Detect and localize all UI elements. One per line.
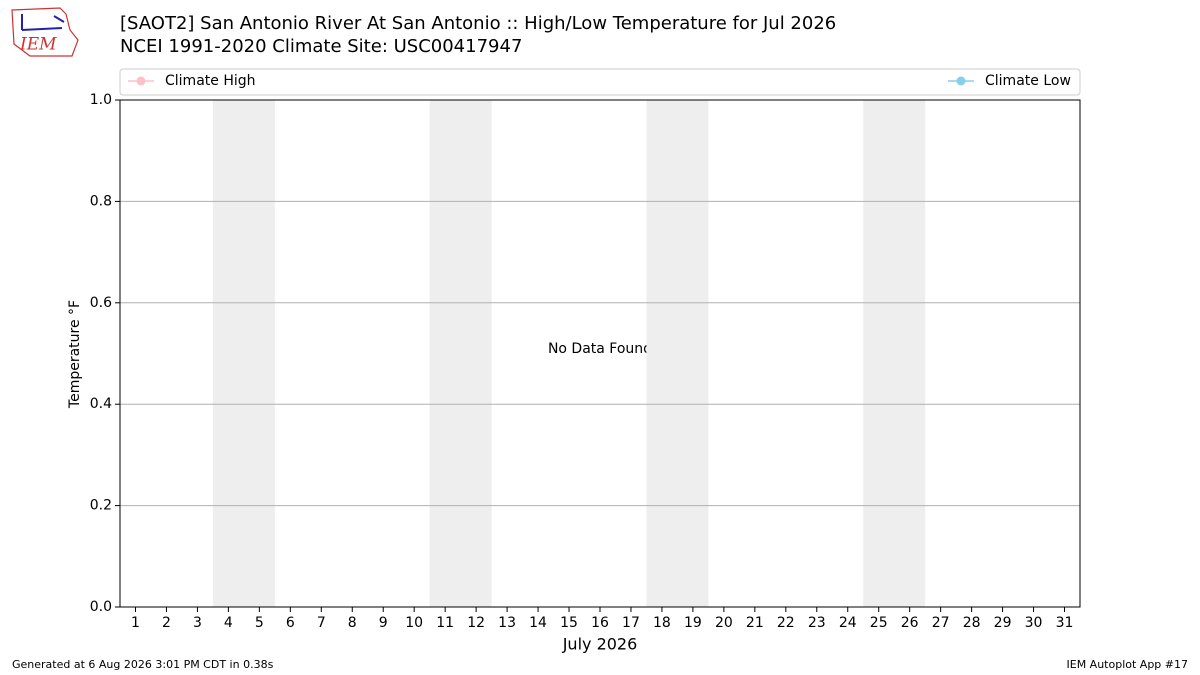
logo: IEM (11, 7, 79, 57)
x-tick-label: 9 (379, 615, 388, 631)
x-tick-label: 2 (162, 615, 171, 631)
legend-label: Climate High (165, 73, 256, 89)
x-tick-label: 31 (1056, 615, 1074, 631)
y-axis-label: Temperature °F (67, 300, 83, 409)
weekend-band (429, 100, 492, 607)
x-tick-label: 22 (777, 615, 795, 631)
x-axis-label: July 2026 (562, 635, 638, 654)
x-tick-label: 4 (224, 615, 233, 631)
plot-frame (119, 99, 1081, 608)
chart-title: [SAOT2] San Antonio River At San Antonio… (120, 13, 836, 34)
x-tick-label: 11 (436, 615, 454, 631)
x-tick-label: 27 (932, 615, 950, 631)
x-tick-label: 14 (529, 615, 547, 631)
logo-icon (53, 15, 65, 23)
x-tick-label: 8 (348, 615, 357, 631)
legend-marker (136, 76, 146, 86)
x-tick-label: 29 (994, 615, 1012, 631)
x-tick-label: 21 (746, 615, 764, 631)
x-tick-label: 26 (901, 615, 919, 631)
x-tick-label: 10 (405, 615, 423, 631)
chart-subtitle: NCEI 1991-2020 Climate Site: USC00417947 (120, 36, 522, 57)
logo-outline (11, 7, 79, 57)
weekend-band (212, 100, 275, 607)
footer-left: Generated at 6 Aug 2026 3:01 PM CDT in 0… (12, 658, 274, 671)
y-tick-label: 0.6 (90, 295, 112, 311)
legend-box (119, 68, 1081, 96)
logo-text: IEM (19, 35, 57, 55)
x-tick-label: 19 (684, 615, 702, 631)
annotation: No Data Found (548, 341, 652, 357)
x-tick-label: 24 (839, 615, 857, 631)
x-tick-label: 28 (963, 615, 981, 631)
legend-label: Climate Low (985, 73, 1071, 89)
x-tick-label: 18 (653, 615, 671, 631)
y-tick-label: 1.0 (90, 92, 112, 108)
x-tick-label: 15 (560, 615, 578, 631)
y-tick-label: 0.8 (90, 193, 112, 209)
weekend-band (646, 100, 709, 607)
x-tick-label: 3 (193, 615, 202, 631)
x-tick-label: 20 (715, 615, 733, 631)
x-tick-label: 12 (467, 615, 485, 631)
x-tick-label: 5 (255, 615, 264, 631)
footer-right: IEM Autoplot App #17 (1067, 658, 1189, 671)
x-tick-label: 16 (591, 615, 609, 631)
weekend-band (863, 100, 926, 607)
y-tick-label: 0.0 (90, 599, 112, 615)
y-tick-label: 0.4 (90, 396, 112, 412)
x-tick-label: 1 (131, 615, 140, 631)
x-tick-label: 30 (1025, 615, 1043, 631)
logo-icon (21, 27, 63, 31)
x-tick-label: 7 (317, 615, 326, 631)
x-tick-label: 6 (286, 615, 295, 631)
legend-marker (956, 76, 966, 86)
x-tick-label: 17 (622, 615, 640, 631)
y-tick-label: 0.2 (90, 498, 112, 514)
x-tick-label: 13 (498, 615, 516, 631)
x-tick-label: 25 (870, 615, 888, 631)
x-tick-label: 23 (808, 615, 826, 631)
